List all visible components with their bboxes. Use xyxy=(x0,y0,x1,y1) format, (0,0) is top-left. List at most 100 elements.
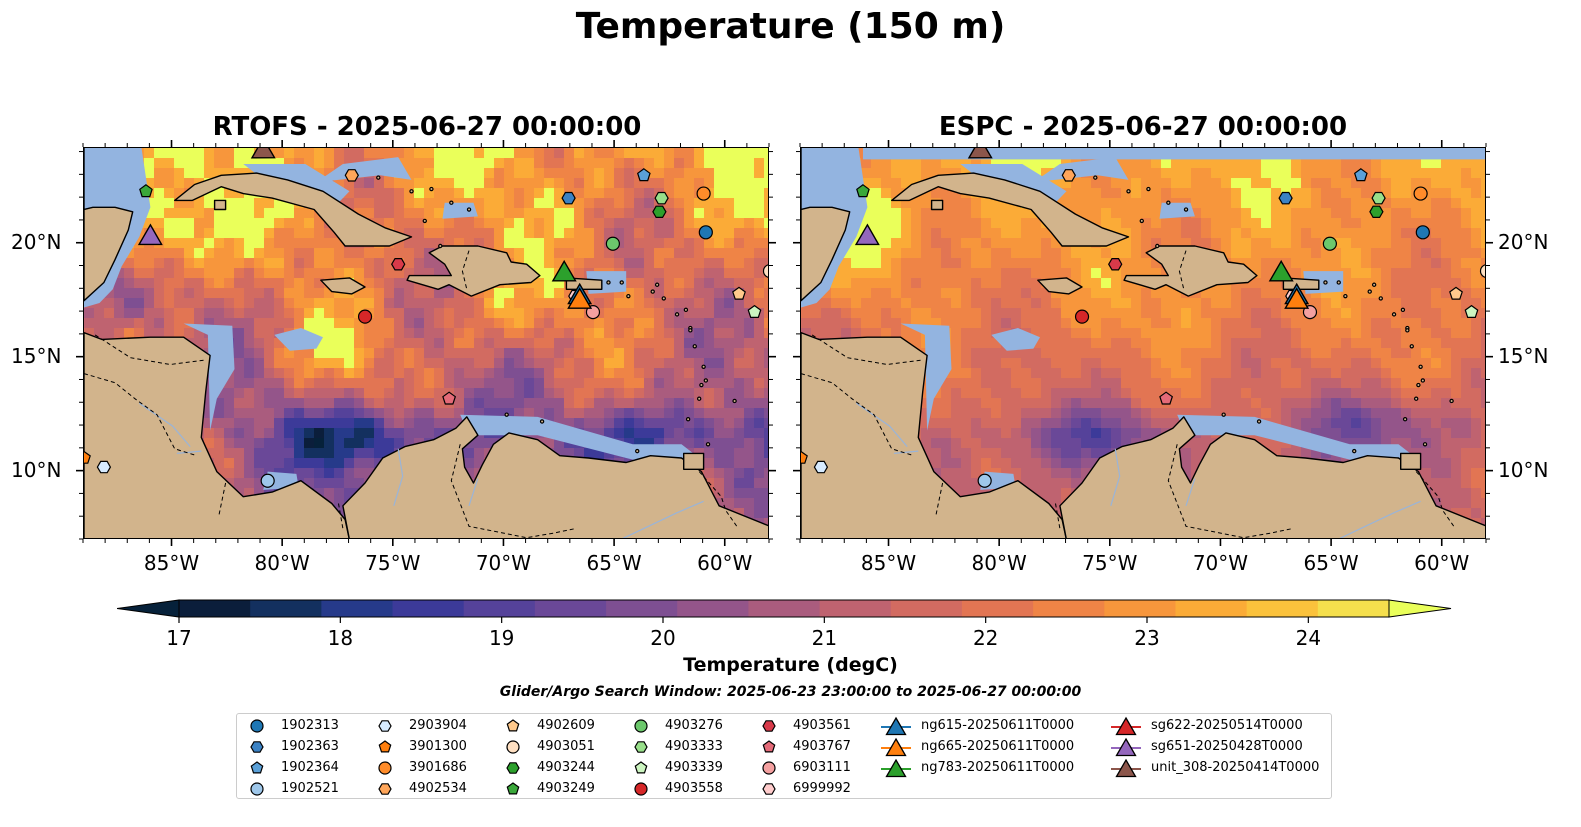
obs-4903339 xyxy=(1464,304,1479,318)
obs-2903904 xyxy=(813,460,829,474)
obs-4903767 xyxy=(442,391,457,405)
obs-1902363 xyxy=(561,191,576,205)
legend-label: 4903558 xyxy=(665,781,723,796)
legend-label: ng783-20250611T0000 xyxy=(921,760,1075,775)
obs-4903244 xyxy=(652,205,667,219)
triangle-marker-icon xyxy=(881,716,911,736)
obs-1902313 xyxy=(1415,225,1430,240)
rivers xyxy=(138,402,704,538)
hexagon-marker-icon xyxy=(378,783,392,795)
pentagon-marker-icon xyxy=(634,761,648,774)
rivers xyxy=(855,402,1421,538)
lon-tick-label: 60°W xyxy=(697,551,753,575)
legend-label: 6903111 xyxy=(793,760,851,775)
legend-label: unit_308-20250414T0000 xyxy=(1151,760,1320,775)
legend-label: sg651-20250428T0000 xyxy=(1151,739,1303,754)
legend-label: 4903276 xyxy=(665,718,723,733)
circle-marker-icon xyxy=(634,782,648,796)
legend-label: 1902363 xyxy=(281,739,339,754)
obs-4902534 xyxy=(1061,169,1076,182)
lon-tick-label: 75°W xyxy=(365,551,421,575)
colorbar-tick-label: 18 xyxy=(328,626,353,650)
hexagon-marker-icon xyxy=(762,783,776,795)
obs-ng665-20250611T0000 xyxy=(567,287,593,309)
obs-1902364 xyxy=(1353,168,1368,182)
triangle-marker-icon xyxy=(1111,737,1141,757)
land-cuba xyxy=(890,172,1130,247)
pentagon-marker-icon xyxy=(762,740,776,753)
circle-marker-icon xyxy=(762,761,776,775)
colorbar-segment xyxy=(321,600,394,617)
colorbar-tick-label: 20 xyxy=(650,626,675,650)
land-cuba xyxy=(173,172,413,247)
pentagon-marker-icon xyxy=(506,719,520,732)
hexagon-marker-icon xyxy=(762,720,776,732)
land xyxy=(801,148,1485,538)
colorbar-segment xyxy=(890,600,963,617)
legend-label: 4903244 xyxy=(537,760,595,775)
colorbar-segment xyxy=(1175,600,1248,617)
legend-label: 1902521 xyxy=(281,781,339,796)
colorbar-tick-label: 23 xyxy=(1134,626,1159,650)
circle-marker-icon xyxy=(378,761,392,775)
legend: 1902313 1902363 1902364 1902521 2903904 39013… xyxy=(236,713,1332,799)
land-trinidad xyxy=(683,452,705,470)
obs-ng783-20250611T0000 xyxy=(1268,259,1294,282)
pentagon-marker-icon xyxy=(506,782,520,795)
obs-4903333 xyxy=(1371,191,1386,205)
triangle-marker-icon xyxy=(881,758,911,778)
legend-label: 3901686 xyxy=(409,760,467,775)
land-jamaica xyxy=(320,277,366,295)
lon-tick-label: 80°W xyxy=(971,551,1027,575)
lon-tick-label: 65°W xyxy=(1303,551,1359,575)
hexagon-marker-icon xyxy=(378,720,392,732)
colorbar-label: Temperature (degC) xyxy=(683,654,898,676)
obs-4903561 xyxy=(391,257,406,271)
colorbar-segment xyxy=(748,600,821,617)
colorbar-tick-label: 19 xyxy=(489,626,514,650)
colorbar-segment xyxy=(179,600,251,617)
obs-4903561 xyxy=(1108,257,1123,271)
legend-label: 4903561 xyxy=(793,718,851,733)
land-jamaica xyxy=(1037,277,1083,295)
obs-3901300 xyxy=(801,450,808,464)
circle-marker-icon xyxy=(250,719,264,733)
obs-4903333 xyxy=(654,191,669,205)
colorbar: 17 18 19 20 21 22 23 24 xyxy=(116,598,1457,658)
obs-ng783-20250611T0000 xyxy=(551,259,577,282)
lon-tick-label: 70°W xyxy=(1192,551,1249,575)
legend-label: 4903767 xyxy=(793,739,851,754)
colorbar-segment xyxy=(1246,600,1319,617)
land-isleYouth xyxy=(213,199,227,211)
obs-4903051 xyxy=(1479,264,1485,278)
espc-domain-mask xyxy=(862,148,1485,160)
search-window-text: Glider/Argo Search Window: 2025-06-23 23… xyxy=(499,684,1082,700)
legend-label: 1902364 xyxy=(281,760,339,775)
pentagon-marker-icon xyxy=(378,740,392,753)
espc-map[interactable] xyxy=(800,147,1486,539)
circle-marker-icon xyxy=(634,719,648,733)
rtofs-map-canvas xyxy=(84,148,768,538)
obs-4903244 xyxy=(1369,205,1384,219)
lon-tick-label: 70°W xyxy=(475,551,532,575)
hexagon-marker-icon xyxy=(506,762,520,774)
lon-tick-label: 80°W xyxy=(254,551,310,575)
legend-label: 4903249 xyxy=(537,781,595,796)
legend-label: 4903333 xyxy=(665,739,723,754)
colorbar-segment xyxy=(392,600,465,617)
obs-4903558 xyxy=(357,309,373,324)
land xyxy=(84,148,768,538)
triangle-marker-icon xyxy=(1111,758,1141,778)
obs-4903767 xyxy=(1159,391,1174,405)
obs-4903276 xyxy=(605,236,620,251)
legend-label: ng615-20250611T0000 xyxy=(921,718,1075,733)
land-isleYouth xyxy=(930,199,944,211)
colorbar-canvas: 17 18 19 20 21 22 23 24 xyxy=(116,599,1452,650)
legend-label: 4902534 xyxy=(409,781,467,796)
borders xyxy=(84,250,738,538)
legend-label: 4903339 xyxy=(665,760,723,775)
lat-tick-label: 20°N xyxy=(1498,229,1549,254)
legend-label: 3901300 xyxy=(409,739,467,754)
rtofs-map[interactable] xyxy=(83,147,769,539)
colorbar-segment xyxy=(463,600,536,617)
